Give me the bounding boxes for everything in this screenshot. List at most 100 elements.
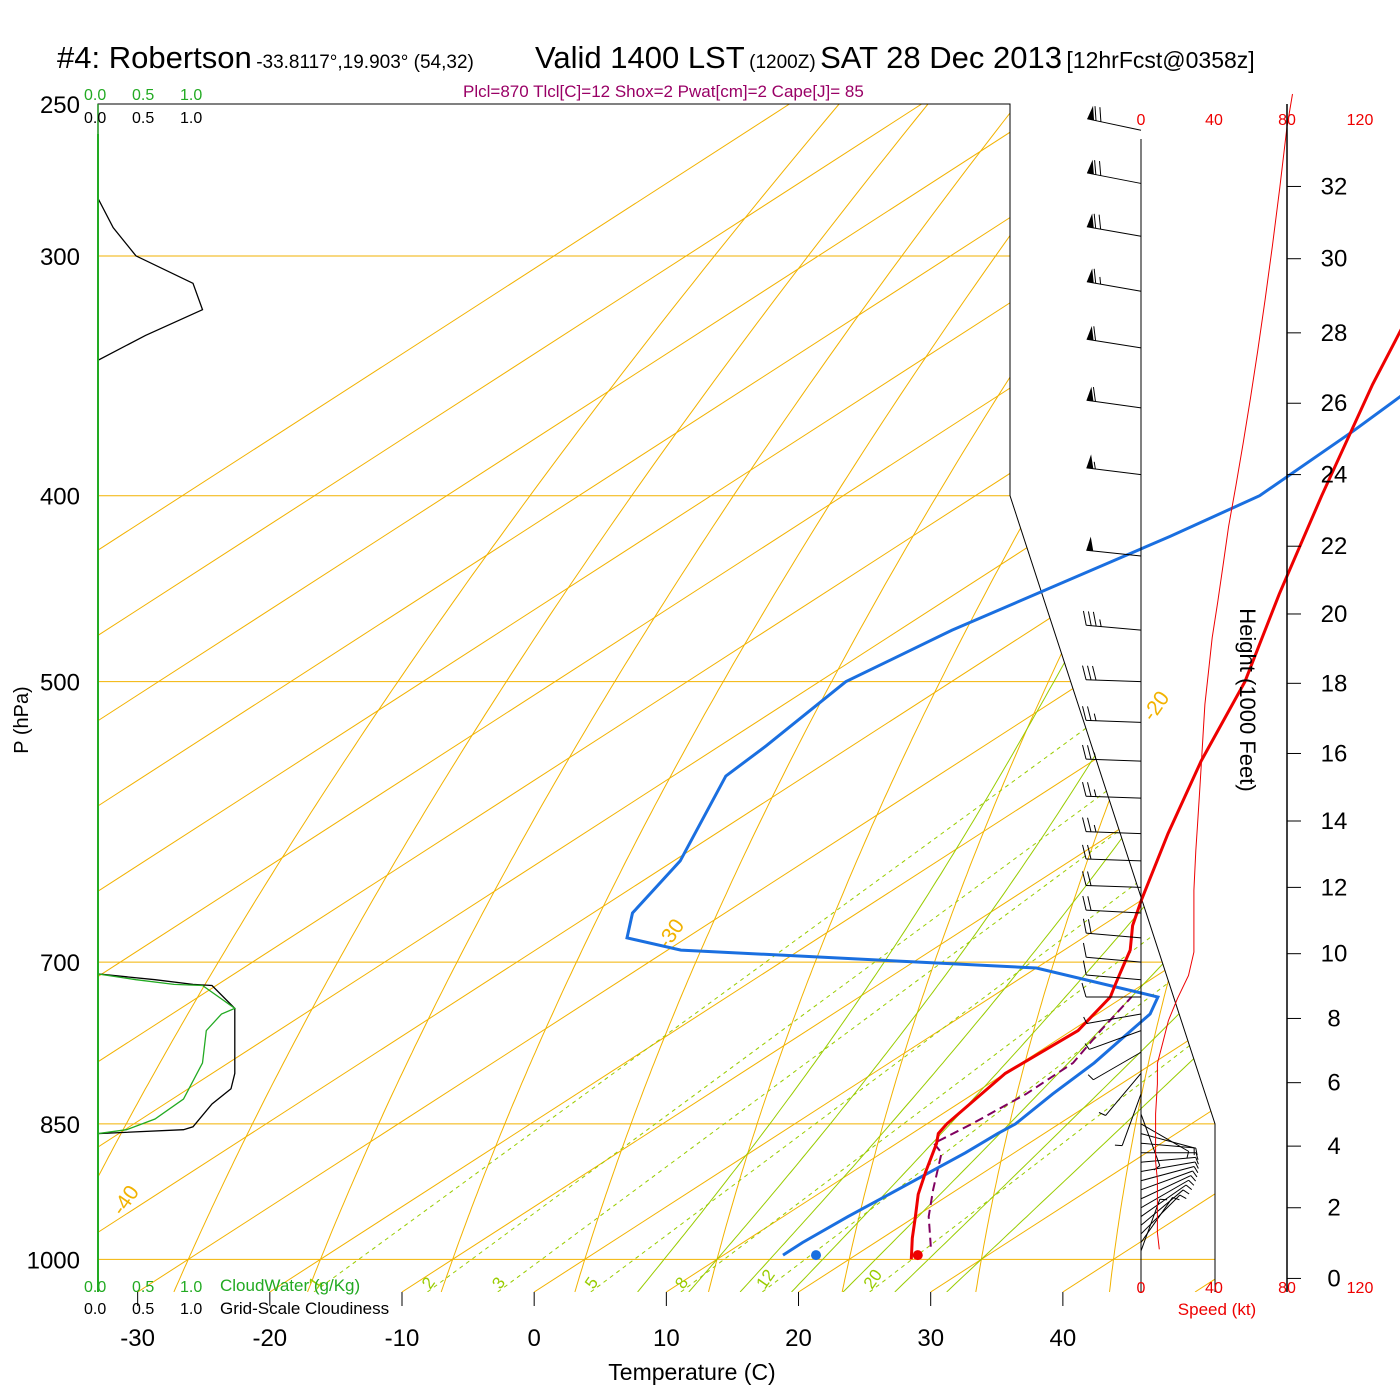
- x-tick-label: -30: [120, 1325, 155, 1352]
- wind-barb: [1082, 744, 1142, 762]
- mixing-ratio-line: [680, 495, 1215, 1292]
- dry-adiabat: [440, 104, 1107, 1292]
- dry-adiabat: [574, 104, 1196, 1292]
- y-axis-label: P (hPa): [11, 686, 33, 753]
- wind-barb: [1140, 1113, 1161, 1171]
- temperature-trace: [909, 328, 1400, 1260]
- isotherm: [98, 104, 1215, 1292]
- wind-barb: [1086, 213, 1142, 237]
- speed-tick-top: 0: [1137, 112, 1146, 129]
- dry-adiabat: [98, 104, 840, 1292]
- valid-date: SAT 28 Dec 2013: [820, 40, 1062, 75]
- cloud-water-scale-bottom: 0.5: [132, 1279, 154, 1296]
- cloud-water-scale-top: 1.0: [180, 87, 202, 104]
- wind-barb: [1083, 1013, 1142, 1025]
- height-tick-label: 0: [1327, 1265, 1340, 1292]
- mixing-ratio-line: [590, 495, 1215, 1292]
- isotherm: [1194, 104, 1215, 1292]
- isotherm: [798, 104, 1215, 1292]
- height-tick-label: 28: [1321, 320, 1348, 347]
- moist-adiabat: [739, 104, 1215, 1292]
- speed-tick-bottom: 0: [1137, 1280, 1146, 1297]
- height-tick-label: 8: [1327, 1005, 1340, 1032]
- wind-barb: [1082, 817, 1142, 835]
- wind-barb: [1082, 610, 1142, 631]
- height-tick-label: 2: [1327, 1195, 1340, 1222]
- moist-adiabat: [688, 104, 1215, 1292]
- wind-barb: [1081, 982, 1141, 998]
- isotherm: [533, 104, 1215, 1292]
- mixing-ratio-label: 2: [418, 1274, 439, 1293]
- moist-adiabat: [946, 104, 1215, 1292]
- wind-barb: [1082, 781, 1142, 799]
- height-tick-label: 30: [1321, 246, 1348, 273]
- isotherm: [401, 104, 1215, 1292]
- wind-barb: [1086, 454, 1142, 476]
- isotherm: [98, 104, 922, 1292]
- height-axis-label: Height (1000 Feet): [1235, 608, 1260, 791]
- wind-barb: [1082, 706, 1142, 723]
- x-tick-label: 10: [653, 1325, 680, 1352]
- dry-adiabat: [173, 104, 929, 1292]
- speed-trace: [1155, 93, 1293, 1250]
- station-name: #4: Robertson: [57, 40, 252, 75]
- isotherm: [98, 104, 1187, 1292]
- chart-title: #4: Robertson -33.8117°,19.903° (54,32): [57, 40, 474, 76]
- wind-barb: [1082, 942, 1142, 963]
- isotherm: [98, 104, 1215, 1292]
- wind-barb: [1114, 1093, 1142, 1147]
- wind-barb: [1140, 1161, 1199, 1173]
- wind-barb: [1086, 536, 1142, 557]
- isotherm-label: -20: [1138, 687, 1174, 725]
- wind-barb: [1086, 386, 1142, 409]
- surface-dewpoint-dot: [811, 1250, 822, 1261]
- cloudiness-scale-top: 0.5: [132, 110, 154, 127]
- x-tick-label: 0: [527, 1325, 540, 1352]
- cloudiness-scale-top: 1.0: [180, 110, 202, 127]
- cloudiness-scale-bottom: 1.0: [180, 1301, 202, 1318]
- dry-adiabat: [975, 104, 1215, 1292]
- isotherm: [98, 104, 1055, 1292]
- wind-barb: [1140, 1142, 1198, 1156]
- pressure-tick-label: 250: [40, 92, 80, 119]
- valid-local: Valid 1400 LST: [535, 40, 745, 75]
- wind-barb: [1082, 960, 1142, 981]
- pressure-tick-label: 500: [40, 670, 80, 697]
- pressure-tick-label: 400: [40, 484, 80, 511]
- speed-tick-top: 40: [1205, 112, 1223, 129]
- wind-barb: [1086, 159, 1142, 184]
- moist-adiabat: [894, 104, 1215, 1292]
- dewpoint-trace: [625, 394, 1400, 1257]
- height-tick-label: 20: [1321, 601, 1348, 628]
- pressure-tick-label: 300: [40, 244, 80, 271]
- wind-barb: [1140, 1165, 1199, 1182]
- height-tick-label: 12: [1321, 874, 1348, 901]
- wind-barb: [1098, 1073, 1142, 1116]
- isotherm: [98, 104, 1215, 1292]
- wind-barb: [1140, 1133, 1195, 1156]
- dry-adiabat: [307, 104, 1018, 1292]
- wind-barb: [1140, 1175, 1196, 1200]
- cloud-water-scale-bottom: 1.0: [180, 1279, 202, 1296]
- x-tick-label: 20: [785, 1325, 812, 1352]
- cloud-water-trace: [97, 104, 237, 1292]
- isotherm: [269, 104, 1215, 1292]
- x-axis-label: Temperature (C): [608, 1359, 775, 1385]
- height-tick-label: 14: [1321, 808, 1348, 835]
- wind-barb: [1140, 1189, 1190, 1226]
- height-tick-label: 10: [1321, 941, 1348, 968]
- wind-barb: [1087, 105, 1142, 131]
- cloud-water-scale-top: 0.0: [84, 87, 106, 104]
- plot-area: [98, 104, 1400, 1292]
- dry-adiabat: [1377, 104, 1400, 1292]
- cloud-water-scale-bottom: 0.0: [84, 1279, 106, 1296]
- speed-tick-bottom: 120: [1347, 1280, 1374, 1297]
- isotherm: [98, 104, 1215, 1292]
- isotherm-label: -40: [108, 1181, 144, 1219]
- parcel-trace: [927, 996, 1133, 1247]
- height-tick-label: 16: [1321, 740, 1348, 767]
- x-tick-label: -10: [385, 1325, 420, 1352]
- mixing-ratio-label: 5: [581, 1274, 602, 1293]
- mixing-ratio-line: [313, 495, 1215, 1292]
